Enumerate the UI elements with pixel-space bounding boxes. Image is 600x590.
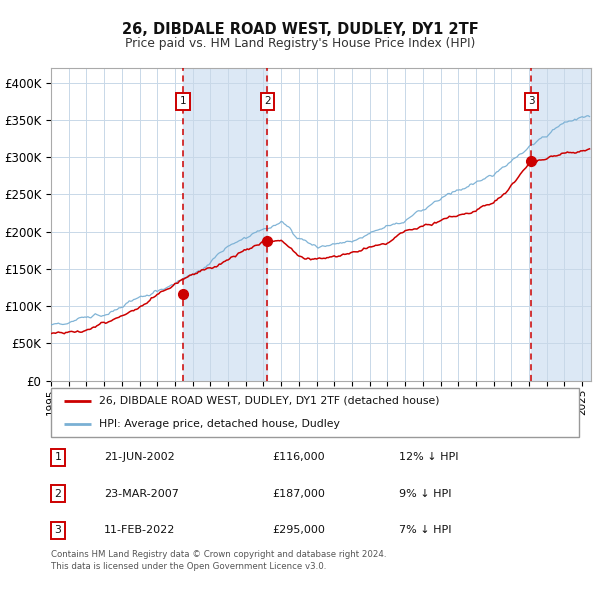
- Text: Contains HM Land Registry data © Crown copyright and database right 2024.
This d: Contains HM Land Registry data © Crown c…: [51, 550, 386, 571]
- Text: 9% ↓ HPI: 9% ↓ HPI: [400, 489, 452, 499]
- Text: Price paid vs. HM Land Registry's House Price Index (HPI): Price paid vs. HM Land Registry's House …: [125, 37, 475, 50]
- Text: 1: 1: [55, 453, 61, 463]
- Text: 3: 3: [528, 96, 535, 106]
- Text: 3: 3: [55, 525, 61, 535]
- Text: 23-MAR-2007: 23-MAR-2007: [104, 489, 179, 499]
- Text: £116,000: £116,000: [273, 453, 325, 463]
- Text: HPI: Average price, detached house, Dudley: HPI: Average price, detached house, Dudl…: [98, 419, 340, 429]
- Bar: [183, 68, 268, 381]
- Text: 26, DIBDALE ROAD WEST, DUDLEY, DY1 2TF: 26, DIBDALE ROAD WEST, DUDLEY, DY1 2TF: [122, 22, 478, 37]
- Bar: [531, 68, 591, 381]
- Text: 7% ↓ HPI: 7% ↓ HPI: [400, 525, 452, 535]
- Text: 21-JUN-2002: 21-JUN-2002: [104, 453, 175, 463]
- Text: 11-FEB-2022: 11-FEB-2022: [104, 525, 175, 535]
- Text: 2: 2: [55, 489, 61, 499]
- Text: £187,000: £187,000: [273, 489, 326, 499]
- FancyBboxPatch shape: [51, 388, 579, 437]
- Text: 26, DIBDALE ROAD WEST, DUDLEY, DY1 2TF (detached house): 26, DIBDALE ROAD WEST, DUDLEY, DY1 2TF (…: [98, 396, 439, 406]
- Text: £295,000: £295,000: [273, 525, 326, 535]
- Text: 1: 1: [180, 96, 187, 106]
- Text: 12% ↓ HPI: 12% ↓ HPI: [400, 453, 459, 463]
- Text: 2: 2: [264, 96, 271, 106]
